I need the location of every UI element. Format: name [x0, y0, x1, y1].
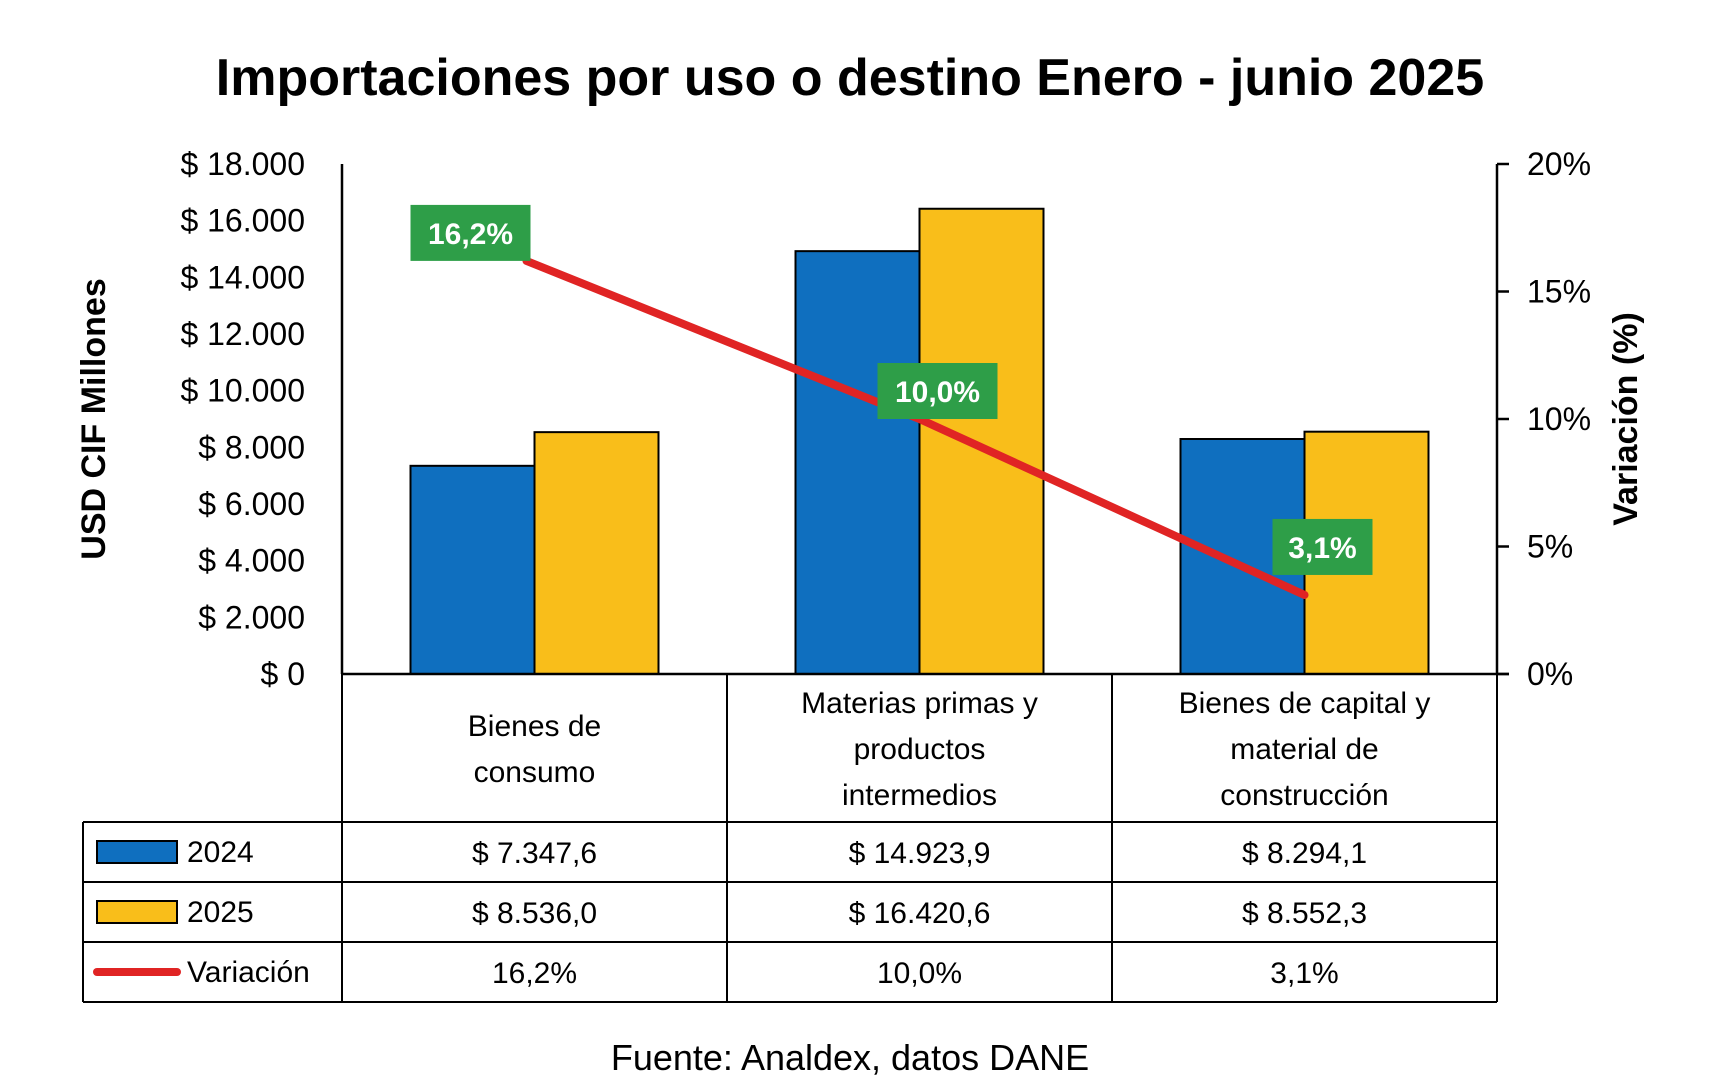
table-cell: $ 14.923,9 — [849, 837, 991, 870]
category-label: construcción — [1220, 779, 1388, 812]
bar-2025-2 — [918, 207, 1045, 675]
variation-label-text: 3,1% — [1288, 532, 1356, 565]
y2-tick-label: 20% — [1527, 146, 1591, 182]
y-tick-label: $ 16.000 — [180, 203, 305, 239]
y2-tick-label: 15% — [1527, 274, 1591, 310]
y-tick-label: $ 4.000 — [198, 543, 305, 579]
variation-label-box — [1272, 518, 1373, 575]
category-label: Bienes de capital y — [1179, 687, 1431, 720]
y2-axis-title: Variación (%) — [1607, 312, 1645, 526]
y-tick-label: $ 18.000 — [180, 146, 305, 182]
category-label: productos — [854, 733, 986, 766]
chart-source: Fuente: Analdex, datos DANE — [611, 1037, 1089, 1078]
bar-2024-1 — [409, 464, 536, 675]
legend-label-Variación: Variación — [187, 956, 310, 989]
y2-tick-label: 5% — [1527, 529, 1573, 565]
table-cell: 3,1% — [1270, 957, 1338, 990]
variation-label-box — [410, 204, 531, 261]
y2-tick-label: 0% — [1527, 656, 1573, 692]
category-label: Bienes de — [468, 710, 601, 743]
chart-title: Importaciones por uso o destino Enero - … — [216, 49, 1484, 107]
variation-label-text: 16,2% — [428, 218, 513, 251]
legend-swatch-2024 — [96, 840, 178, 864]
y-tick-label: $ 14.000 — [180, 259, 305, 295]
table-cell: 16,2% — [492, 957, 577, 990]
legend-label-2025: 2025 — [187, 896, 254, 929]
table-cell: $ 8.552,3 — [1242, 897, 1367, 930]
bar-2024-2 — [794, 250, 921, 676]
legend-swatch-2025 — [96, 900, 178, 924]
y-tick-label: $ 8.000 — [198, 429, 305, 465]
category-label: consumo — [474, 756, 596, 789]
variation-data-label-2: 10,0% — [877, 363, 998, 419]
category-label: Materias primas y — [801, 687, 1038, 720]
variation-data-label-3: 3,1% — [1272, 518, 1373, 575]
y2-tick-label: 10% — [1527, 401, 1591, 437]
variation-data-label-1: 16,2% — [410, 204, 531, 261]
table-cell: $ 16.420,6 — [849, 897, 991, 930]
bar-2025-1 — [533, 431, 660, 675]
y-axis-title: USD CIF Millones — [75, 278, 113, 559]
variation-label-box — [877, 363, 998, 419]
table-cell: $ 7.347,6 — [472, 837, 597, 870]
category-label: intermedios — [842, 779, 997, 812]
y-tick-label: $ 12.000 — [180, 316, 305, 352]
y-tick-label: $ 0 — [261, 656, 305, 692]
y-tick-label: $ 2.000 — [198, 599, 305, 635]
table-cell: $ 8.536,0 — [472, 897, 597, 930]
variation-label-text: 10,0% — [895, 376, 980, 409]
table-cell: 10,0% — [877, 957, 962, 990]
legend-label-2024: 2024 — [187, 836, 254, 869]
y-tick-label: $ 6.000 — [198, 486, 305, 522]
y-tick-label: $ 10.000 — [180, 373, 305, 409]
category-label: material de — [1230, 733, 1378, 766]
table-cell: $ 8.294,1 — [1242, 837, 1367, 870]
